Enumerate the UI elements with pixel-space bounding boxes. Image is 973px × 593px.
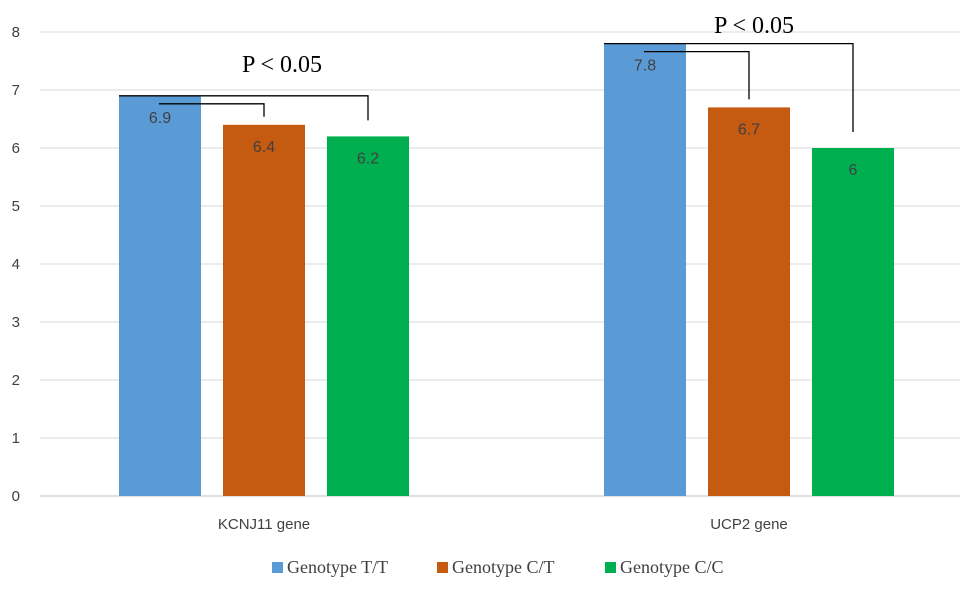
data-label: 6.9 [149, 110, 171, 127]
significance-bracket [119, 95, 369, 121]
bar-genotype-t-t [604, 43, 686, 496]
data-label: 6 [849, 162, 858, 179]
significance-bracket [604, 42, 854, 132]
significance-bracket [159, 103, 265, 117]
bar-genotype-c-c [327, 136, 409, 496]
legend-swatch [437, 562, 448, 573]
data-label: 7.8 [634, 58, 656, 75]
y-tick-label: 6 [12, 140, 20, 157]
data-label: 6.2 [357, 150, 379, 167]
x-category-label: UCP2 gene [710, 516, 788, 533]
y-tick-label: 3 [12, 314, 20, 331]
bar-genotype-c-c [812, 148, 894, 496]
p-value-annotation: P < 0.05 [242, 52, 322, 78]
bar-genotype-c-t [223, 124, 305, 497]
legend-label: Genotype C/C [620, 557, 724, 577]
x-category-label: KCNJ11 gene [218, 516, 310, 533]
p-value-annotation: P < 0.05 [714, 13, 794, 39]
y-tick-label: 1 [12, 430, 20, 447]
data-label: 6.7 [738, 121, 760, 138]
y-tick-label: 2 [12, 372, 20, 389]
legend-swatch [272, 562, 283, 573]
significance-bracket [644, 50, 750, 100]
y-tick-label: 5 [12, 198, 20, 215]
data-label: 6.4 [253, 139, 275, 156]
y-tick-label: 0 [12, 488, 20, 505]
y-tick-label: 4 [12, 256, 20, 273]
legend-label: Genotype C/T [452, 557, 554, 577]
y-tick-label: 8 [12, 24, 20, 41]
bar-genotype-c-t [708, 107, 790, 497]
bar-genotype-t-t [119, 95, 201, 497]
legend-label: Genotype T/T [287, 557, 388, 577]
y-tick-label: 7 [12, 82, 20, 99]
legend-swatch [605, 562, 616, 573]
